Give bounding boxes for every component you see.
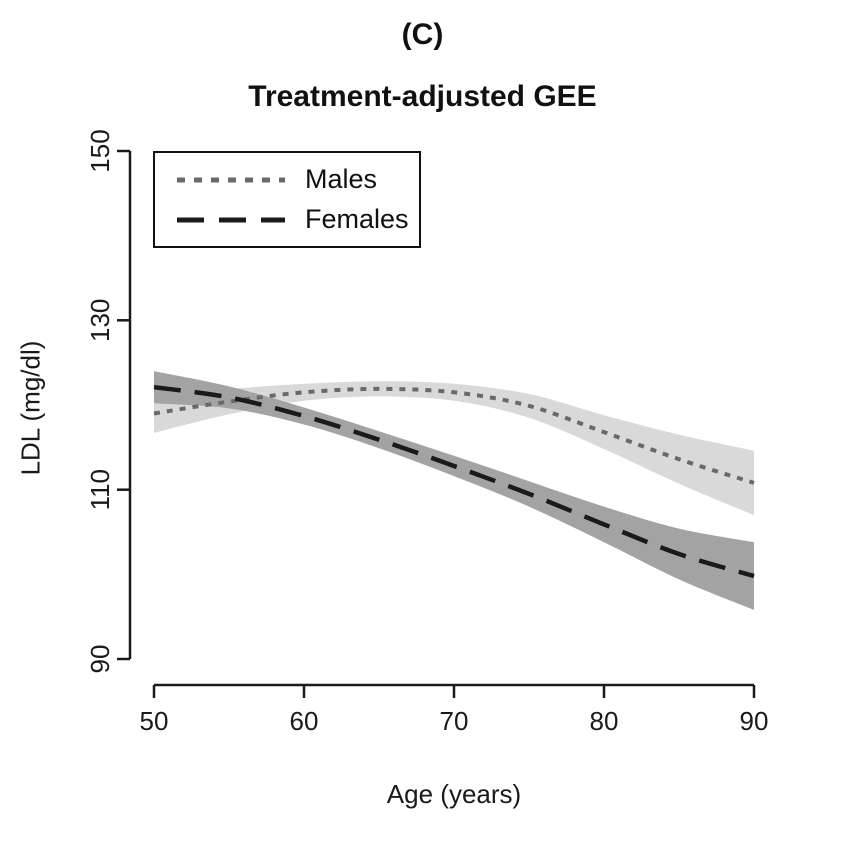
females-line-sample-icon bbox=[177, 217, 285, 222]
chart-title: Treatment-adjusted GEE bbox=[248, 80, 597, 113]
svg-text:80: 80 bbox=[590, 706, 619, 736]
svg-text:60: 60 bbox=[290, 706, 319, 736]
svg-text:130: 130 bbox=[85, 299, 115, 342]
svg-text:70: 70 bbox=[440, 706, 469, 736]
x-axis-label: Age (years) bbox=[386, 779, 522, 809]
legend-label-females: Females bbox=[305, 204, 409, 234]
legend-item-males: Males bbox=[155, 166, 419, 193]
svg-text:150: 150 bbox=[85, 129, 115, 172]
legend: Males Females bbox=[153, 151, 421, 248]
svg-text:110: 110 bbox=[85, 469, 115, 510]
svg-text:90: 90 bbox=[740, 706, 769, 736]
svg-text:90: 90 bbox=[85, 645, 115, 674]
legend-label-males: Males bbox=[305, 164, 378, 194]
y-axis-label: LDL (mg/dl) bbox=[15, 340, 46, 476]
panel-label: (C) bbox=[401, 18, 444, 51]
legend-item-females: Females bbox=[155, 206, 419, 233]
svg-text:50: 50 bbox=[140, 706, 169, 736]
males-line-sample-icon bbox=[177, 177, 285, 182]
